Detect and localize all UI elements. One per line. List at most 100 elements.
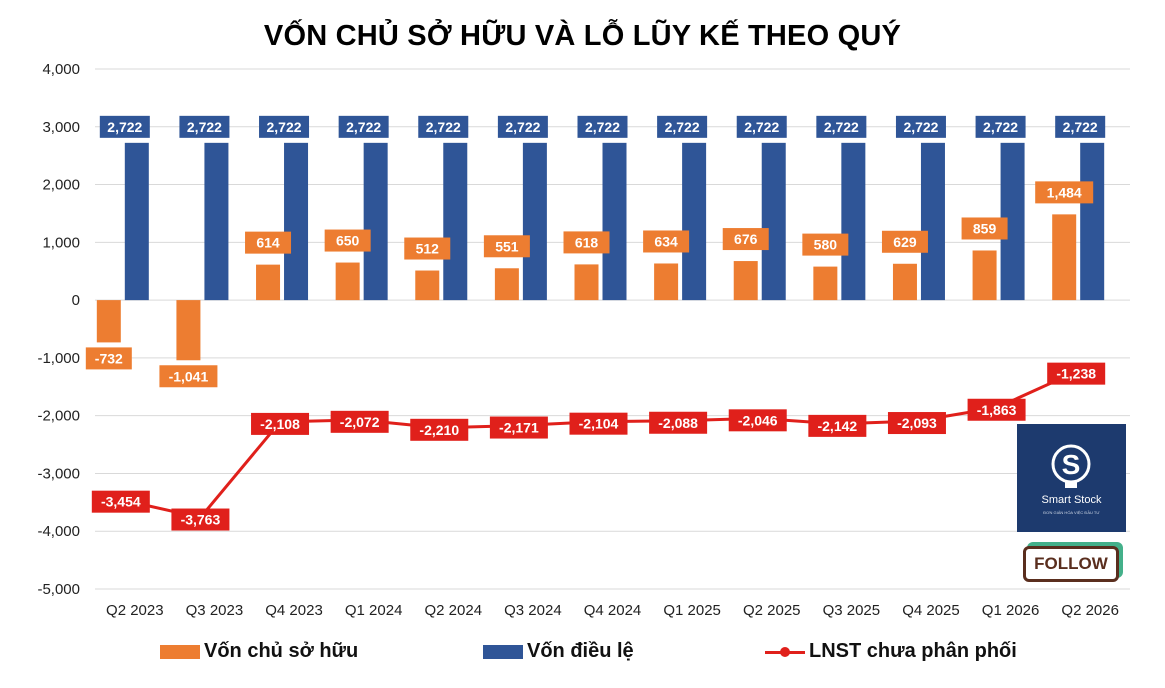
x-tick-label: Q2 2023: [106, 602, 164, 619]
legend-swatch-retained-earnings: [765, 645, 805, 659]
charter-capital-bar: [1080, 142, 1105, 301]
retained-earnings-data-label-text: -1,238: [1056, 366, 1096, 382]
retained-earnings-data-label: -2,093: [887, 412, 946, 435]
y-tick-label: -1,000: [37, 350, 80, 367]
charter-capital-data-label-text: 2,722: [107, 119, 142, 135]
equity-data-label: -732: [85, 347, 132, 370]
charter-capital-data-label-text: 2,722: [505, 119, 540, 135]
retained-earnings-data-label: -2,088: [649, 411, 708, 434]
equity-data-label-text: -732: [95, 350, 123, 366]
charter-capital-data-label-text: 2,722: [744, 119, 779, 135]
equity-data-label-text: 629: [893, 234, 917, 250]
retained-earnings-data-label-text: -2,093: [897, 415, 937, 431]
y-tick-label: 1,000: [42, 234, 80, 251]
equity-data-label-bg: [1035, 181, 1094, 204]
charter-capital-data-label-bg: [179, 115, 230, 138]
charter-capital-data-label-bg: [99, 115, 150, 138]
equity-data-label-text: 676: [734, 231, 758, 247]
equity-data-label: 650: [324, 229, 371, 252]
equity-bar: [574, 264, 599, 301]
equity-data-label-text: 1,484: [1047, 184, 1082, 200]
x-axis-ticks: Q2 2023 Q3 2023 Q4 2023 Q1 2024 Q2 2024 Q3 20…: [106, 602, 1119, 619]
retained-earnings-data-label-text: -3,454: [101, 494, 141, 510]
retained-earnings-data-label-bg: [649, 411, 708, 434]
chart-title: VỐN CHỦ SỞ HỮU VÀ LỖ LŨY KẾ THEO QUÝ: [263, 20, 902, 52]
retained-earnings-data-label-bg: [91, 490, 150, 513]
x-tick-label: Q4 2025: [902, 602, 960, 619]
charter-capital-data-label: 2,722: [975, 115, 1026, 138]
charter-capital-data-label-bg: [816, 115, 867, 138]
retained-earnings-data-label-text: -2,142: [817, 418, 857, 434]
charter-capital-data-label-bg: [975, 115, 1026, 138]
retained-earnings-data-label: -1,863: [967, 398, 1026, 421]
charter-capital-bar: [682, 142, 707, 301]
bulb-icon: S: [1051, 444, 1091, 488]
y-tick-label: 2,000: [42, 177, 80, 194]
retained-earnings-data-label-bg: [1047, 362, 1106, 385]
follow-button[interactable]: FOLLOW: [1023, 546, 1119, 582]
retained-earnings-data-label-text: -2,108: [260, 416, 300, 432]
equity-data-label: 580: [802, 233, 849, 256]
x-tick-label: Q2 2026: [1061, 602, 1119, 619]
charter-capital-data-label: 2,722: [179, 115, 230, 138]
charter-capital-data-label-bg: [497, 115, 548, 138]
y-tick-label: 3,000: [42, 119, 80, 136]
charter-capital-data-label: 2,722: [99, 115, 150, 138]
equity-data-label-bg: [961, 217, 1008, 240]
retained-earnings-data-label-bg: [330, 410, 389, 433]
charter-capital-bar: [522, 142, 547, 301]
x-tick-label: Q1 2025: [663, 602, 721, 619]
equity-data-label: 859: [961, 217, 1008, 240]
equity-bar: [256, 264, 281, 301]
y-tick-label: 4,000: [42, 61, 80, 78]
retained-earnings-data-label-text: -2,210: [419, 422, 459, 438]
equity-data-label-text: 618: [575, 234, 599, 250]
charter-capital-bar: [602, 142, 627, 301]
charter-capital-bar: [204, 142, 229, 301]
equity-data-label-text: 580: [814, 237, 838, 253]
legend-item-equity: Vốn chủ sở hữu: [160, 640, 358, 663]
retained-earnings-data-label: -2,046: [728, 409, 787, 432]
retained-earnings-line: [120, 370, 1077, 520]
retained-earnings-data-label: -1,238: [1047, 362, 1106, 385]
equity-bar: [335, 262, 360, 301]
retained-earnings-data-label-text: -2,104: [579, 416, 619, 432]
x-tick-label: Q3 2024: [504, 602, 562, 619]
charter-capital-data-label: 2,722: [736, 115, 787, 138]
equity-bar: [654, 263, 679, 301]
charter-capital-data-label-text: 2,722: [187, 119, 222, 135]
equity-data-label: 551: [483, 235, 530, 258]
legend-item-charter-capital: Vốn điều lệ: [483, 640, 634, 663]
retained-earnings-data-label: -3,763: [171, 508, 230, 531]
y-tick-label: -2,000: [37, 408, 80, 425]
retained-earnings-data-label: -2,142: [808, 414, 867, 437]
retained-earnings-data-label-bg: [489, 416, 548, 439]
charter-capital-data-label-text: 2,722: [346, 119, 381, 135]
charter-capital-data-label-bg: [895, 115, 946, 138]
retained-earnings-data-label: -2,210: [410, 418, 469, 441]
charter-capital-bar: [363, 142, 388, 301]
y-tick-label: -4,000: [37, 523, 80, 540]
legend-swatch-equity: [160, 644, 200, 659]
charter-capital-data-label: 2,722: [497, 115, 548, 138]
x-tick-label: Q1 2026: [982, 602, 1040, 619]
equity-bar: [1052, 214, 1077, 301]
x-tick-label: Q4 2023: [265, 602, 323, 619]
charter-capital-data-label: 2,722: [338, 115, 389, 138]
charter-capital-data-label-bg: [736, 115, 787, 138]
retained-earnings-data-label: -2,171: [489, 416, 548, 439]
retained-earnings-data-label: -2,104: [569, 412, 628, 435]
retained-earnings-data-label-bg: [808, 414, 867, 437]
charter-capital-data-label-bg: [418, 115, 469, 138]
line-series: [117, 368, 1080, 521]
equity-data-label-bg: [881, 230, 928, 253]
svg-text:S: S: [1062, 449, 1081, 480]
logo-subtext: ĐƠN GIẢN HÓA VIỆC ĐẦU TƯ: [1043, 510, 1100, 515]
data-labels: -732 -1,041 614 650 512 551 618 634 676 580 629 859…: [85, 115, 1106, 531]
retained-earnings-data-label-text: -2,171: [499, 420, 539, 436]
retained-earnings-data-label-bg: [410, 418, 469, 441]
equity-data-label-bg: [404, 237, 451, 260]
equity-data-label-text: 634: [654, 234, 678, 250]
equity-data-label-text: 551: [495, 238, 519, 254]
